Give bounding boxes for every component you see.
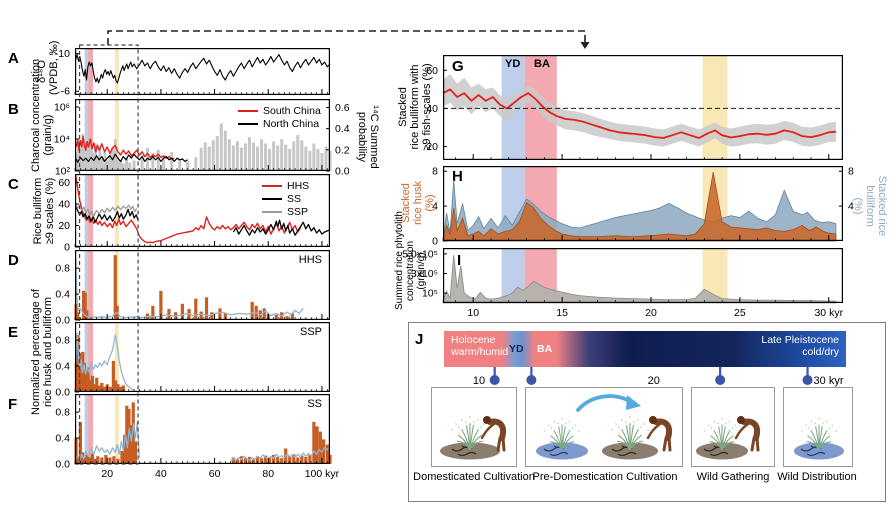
band-label-yd: YD	[505, 58, 521, 70]
panel-e-ssp-chart: 0.0 0.4 0.8	[55, 322, 331, 399]
svg-text:10⁵: 10⁵	[422, 288, 438, 300]
stage-caption-wild-gathering: Wild Gathering	[696, 471, 770, 483]
svg-text:0.6: 0.6	[335, 102, 350, 114]
site-label-hhs: HHS	[298, 254, 322, 266]
ss-line-swatch	[262, 197, 282, 200]
stage-box-wild-distribution	[783, 387, 853, 467]
stage-caption-domesticated-cultivation: Domesticated Cultivation	[413, 471, 535, 483]
panel-letter-g: G	[452, 58, 464, 75]
svg-text:0.4: 0.4	[335, 123, 350, 135]
stage-box-domesticated-cultivation	[431, 387, 517, 467]
stage-box-wild-gathering	[691, 387, 775, 467]
svg-text:0.0: 0.0	[55, 459, 70, 471]
svg-text:10⁶: 10⁶	[54, 102, 70, 114]
svg-text:4: 4	[432, 201, 438, 213]
panel-letter-b: B	[8, 101, 19, 118]
svg-text:15: 15	[556, 307, 568, 319]
stage-caption-wild-distribution: Wild Distribution	[777, 471, 857, 483]
svg-text:0.0: 0.0	[335, 166, 350, 178]
panel-letter-d: D	[8, 252, 19, 269]
svg-text:4: 4	[848, 201, 854, 213]
panel-g-stacked-bulliform-chart: 20 40 60	[426, 55, 843, 161]
svg-text:60: 60	[209, 468, 221, 480]
panel-f-ss-chart: 20 40 60 80 100 kyr 0.0 0.4 0.8	[55, 394, 340, 480]
legend-item-north-china: North China	[238, 117, 321, 130]
svg-text:20: 20	[58, 220, 70, 232]
timeline-label-ba: BA	[537, 343, 553, 355]
panel-b-charcoal-chart: 10² 10⁴ 10⁶ 0.0 0.2 0.4 0.6	[54, 99, 350, 178]
svg-text:10: 10	[473, 375, 485, 387]
svg-text:40: 40	[58, 199, 70, 211]
svg-text:80: 80	[262, 468, 274, 480]
panel-j-interpretation: J Holocene warm/humid YD BA Late Pleistoc…	[408, 322, 886, 502]
svg-text:20: 20	[101, 468, 113, 480]
svg-text:10: 10	[467, 307, 479, 319]
svg-text:3x10⁵: 3x10⁵	[411, 268, 438, 280]
panel-letter-i: I	[457, 252, 462, 269]
svg-text:60: 60	[426, 65, 438, 77]
panel-letter-e: E	[8, 324, 19, 341]
svg-text:0.4: 0.4	[55, 289, 70, 301]
svg-text:0.8: 0.8	[55, 263, 70, 275]
svg-text:5.0x10⁵: 5.0x10⁵	[402, 248, 438, 260]
legend-item-hhs: HHS	[262, 179, 309, 192]
timeline-pins-and-ticks: 10 20 30 kyr	[473, 367, 844, 387]
panel-a-d18o-chart: -10 -6	[55, 48, 331, 98]
svg-text:100 kyr: 100 kyr	[305, 468, 340, 480]
panel-h-stacked-areas-chart: 0 4 8 4 8	[432, 166, 854, 248]
svg-text:0: 0	[64, 242, 70, 254]
panel-i-phytolith-chart: 10 15 20 25 30 kyr 10⁵ 3x10⁵ 5.0x10⁵	[402, 248, 844, 319]
svg-text:20: 20	[645, 307, 657, 319]
panel-letter-c: C	[8, 176, 19, 193]
svg-text:60: 60	[58, 177, 70, 189]
svg-text:8: 8	[432, 166, 438, 178]
svg-text:20: 20	[426, 141, 438, 153]
svg-text:8: 8	[848, 166, 854, 178]
svg-text:20: 20	[648, 375, 660, 387]
panel-letter-j: J	[415, 331, 424, 348]
ssp-line-swatch	[262, 210, 282, 213]
south-china-line-swatch	[238, 109, 258, 112]
legend-item-ssp: SSP	[262, 205, 309, 218]
svg-text:0.2: 0.2	[335, 144, 350, 156]
panel-letter-a: A	[8, 50, 19, 67]
legend-item-south-china: South China	[238, 104, 321, 117]
timeline-climate-bar	[444, 331, 846, 367]
svg-text:0.0: 0.0	[55, 387, 70, 399]
site-label-ss: SS	[307, 398, 322, 410]
legend-item-ss: SS	[262, 192, 309, 205]
svg-text:30 kyr: 30 kyr	[814, 375, 844, 387]
svg-text:25: 25	[734, 307, 746, 319]
timeline-label-holocene: Holocene warm/humid	[451, 334, 509, 358]
timeline-label-late-pleistocene: Late Pleistocene cold/dry	[761, 334, 839, 358]
svg-text:0.4: 0.4	[55, 361, 70, 373]
stage-caption-pre-domestication-cultivation: Pre-Domestication Cultivation	[532, 471, 678, 483]
svg-text:10⁴: 10⁴	[54, 134, 70, 146]
svg-text:0.8: 0.8	[55, 335, 70, 347]
north-china-line-swatch	[238, 122, 258, 125]
panel-letter-h: H	[452, 168, 463, 185]
site-label-ssp: SSP	[299, 326, 322, 338]
svg-text:30 kyr: 30 kyr	[814, 307, 843, 319]
svg-text:0: 0	[432, 236, 438, 248]
svg-text:10²: 10²	[55, 166, 71, 178]
svg-text:0.0: 0.0	[55, 315, 70, 327]
hhs-line-swatch	[262, 184, 282, 187]
stage-box-pre-domestication-cultivation	[525, 387, 683, 467]
band-label-ba: BA	[534, 58, 550, 70]
svg-text:0.8: 0.8	[55, 407, 70, 419]
svg-text:40: 40	[426, 103, 438, 115]
legend-charcoal: South China North China	[238, 104, 321, 130]
timeline-label-yd: YD	[509, 343, 524, 355]
svg-text:40: 40	[155, 468, 167, 480]
svg-text:0.4: 0.4	[55, 433, 70, 445]
panel-d-hhs-chart: 0.0 0.4 0.8	[55, 250, 331, 327]
panel-letter-f: F	[8, 396, 18, 413]
svg-text:-6: -6	[61, 86, 70, 98]
svg-text:-10: -10	[55, 48, 70, 60]
panel-c-bulliform-chart: 0 20 40 60	[58, 174, 331, 254]
legend-bulliform-sites: HHS SS SSP	[262, 179, 309, 218]
